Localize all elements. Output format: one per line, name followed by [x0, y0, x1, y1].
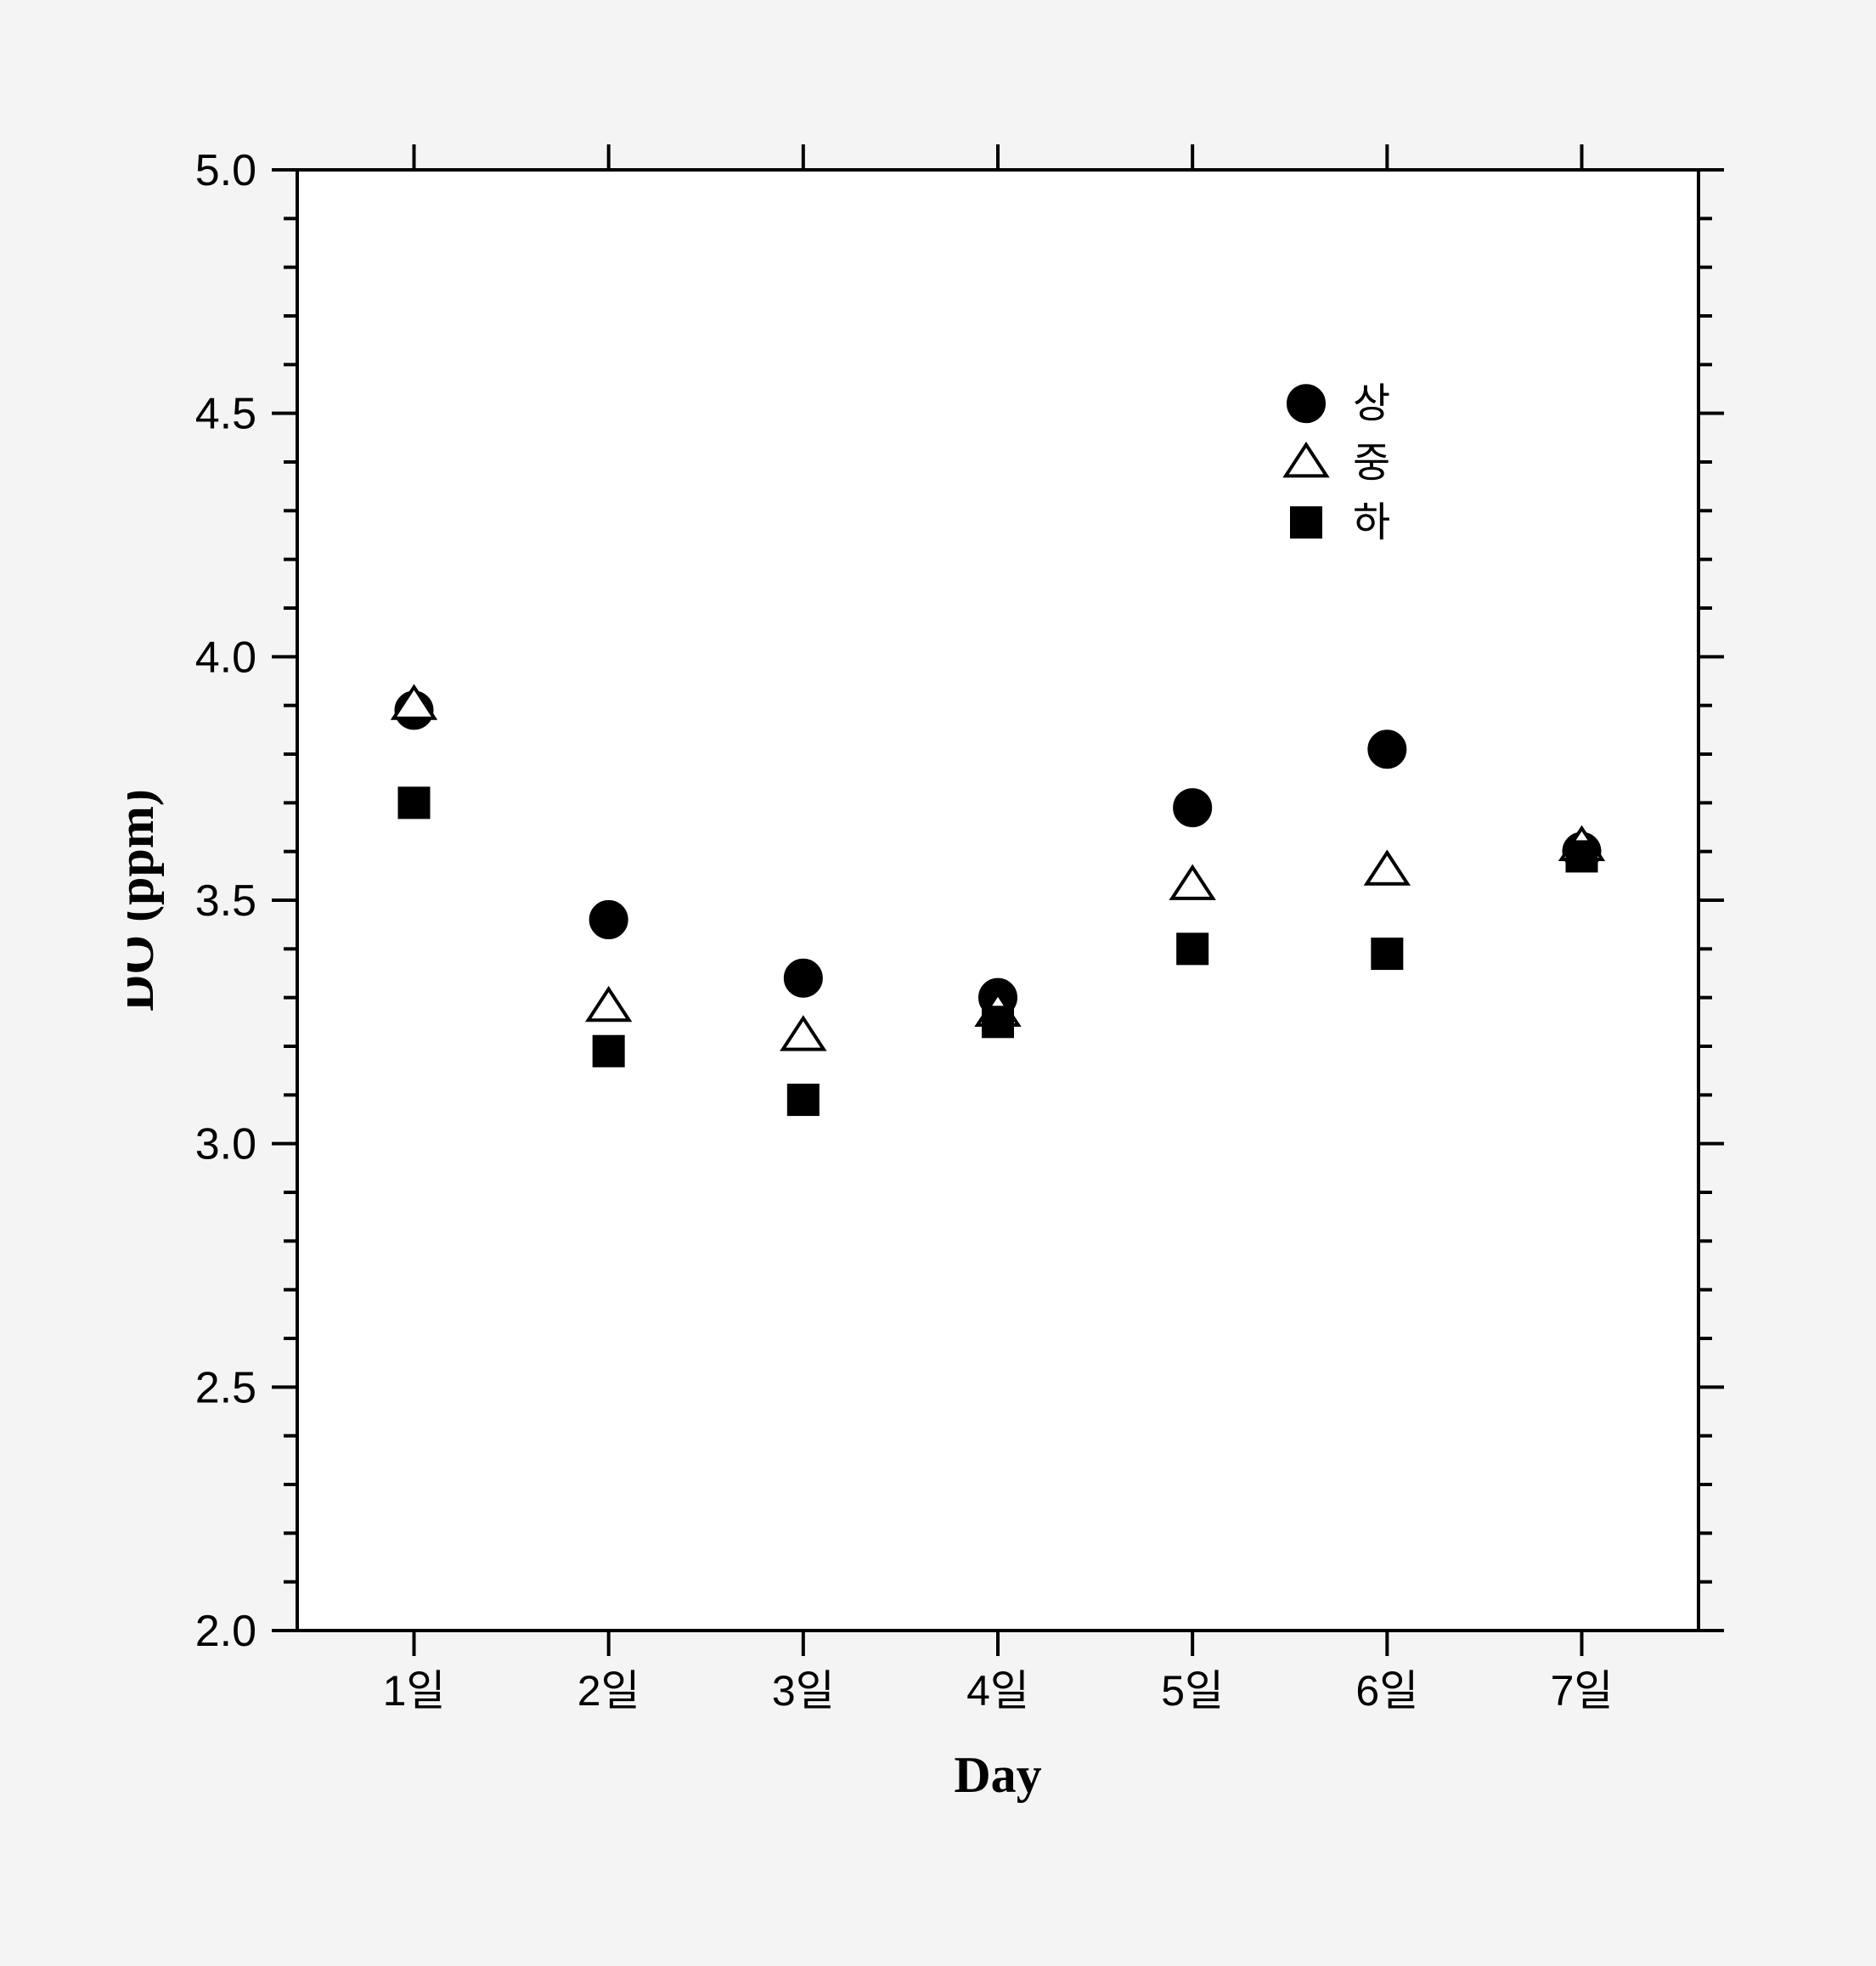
svg-text:DO (ppm): DO (ppm) — [127, 789, 164, 1011]
svg-text:4일: 4일 — [966, 1667, 1029, 1715]
scatter-chart: 2.0 2.5 3.0 3.5 4.0 4.5 5.0 1일 2일 3일 4일 5일 6일 7일 DO (p… — [127, 102, 1758, 1885]
svg-text:3일: 3일 — [772, 1667, 835, 1715]
svg-text:상: 상 — [1353, 381, 1390, 426]
svg-text:5.0: 5.0 — [195, 146, 256, 195]
svg-text:중: 중 — [1353, 441, 1390, 486]
chart-container: 2.0 2.5 3.0 3.5 4.0 4.5 5.0 1일 2일 3일 4일 5일 6일 7일 DO (p… — [127, 102, 1758, 1885]
svg-text:1일: 1일 — [383, 1667, 446, 1715]
svg-text:4.0: 4.0 — [195, 633, 256, 682]
svg-text:Day: Day — [954, 1747, 1041, 1803]
svg-text:2.5: 2.5 — [195, 1363, 256, 1412]
svg-text:2일: 2일 — [577, 1667, 640, 1715]
svg-text:3.5: 3.5 — [195, 876, 256, 926]
svg-text:2.0: 2.0 — [195, 1607, 256, 1656]
svg-text:7일: 7일 — [1551, 1667, 1614, 1715]
svg-text:하: 하 — [1353, 500, 1390, 545]
svg-text:5일: 5일 — [1161, 1667, 1224, 1715]
svg-text:3.0: 3.0 — [195, 1120, 256, 1169]
svg-text:4.5: 4.5 — [195, 390, 256, 439]
svg-text:6일: 6일 — [1355, 1667, 1418, 1715]
